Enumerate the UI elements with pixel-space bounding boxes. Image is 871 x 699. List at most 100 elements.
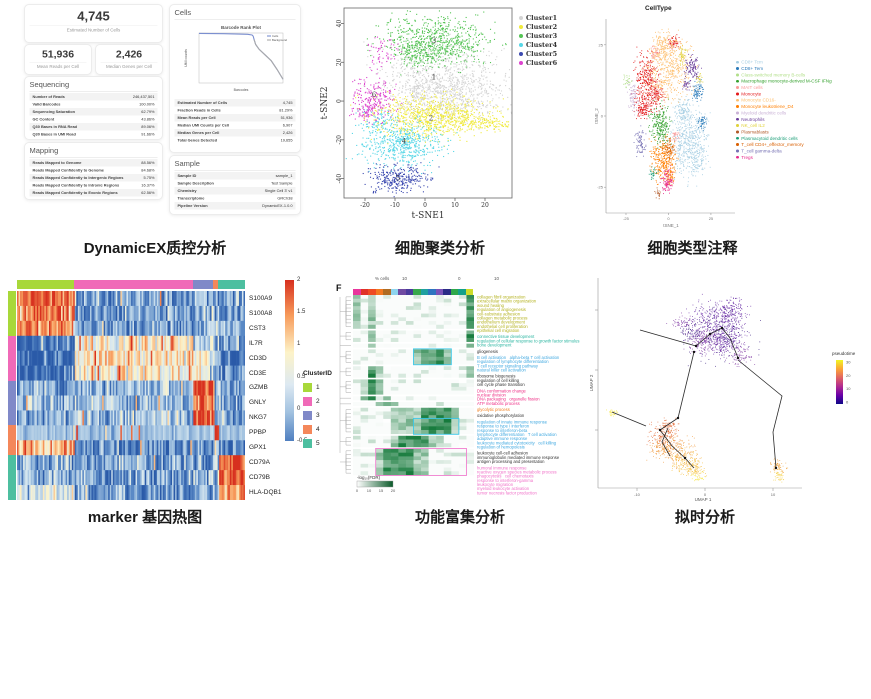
go-term: extracellular matrix organization [477,298,537,304]
metric-row: GC Content 43.86% [30,116,158,124]
metric-row: Total Genes Detected 19,655 [175,137,296,145]
celltype-legend-item: T_cell CD4+_effector_memory [736,141,871,147]
go-term: regulation of angiogenesis [477,307,526,313]
legend-item-cluster2: Cluster2 [519,22,557,31]
clusterid-label: 4 [316,425,320,433]
cluster-tsne-plot [318,0,558,230]
go-term: myeloid leukocyte activation [477,486,530,492]
go-term: gliogenesis [477,348,498,354]
legend-dot [736,117,739,121]
go-term: collagen metabolic process [477,315,528,321]
metric-row: Q30 Bases in RNA Read 89.06% [29,123,158,131]
legend-dot [736,130,739,134]
metric-label: Pipeline Version [177,203,208,209]
metric-value: 246,437,501 [132,94,155,100]
go-term: leukocyte migration [477,482,514,487]
celltype-legend-item: Monocyte leukotriene_D4 [736,103,871,109]
enrichment-annotation-segment [465,289,473,296]
celltype-legend-item: Plasmablasts [736,129,871,135]
metric-row: Reads Mapped Confidently to Intergenic R… [29,174,158,182]
legend-label: Myeloid dendritic cells [741,110,787,116]
pseudotime-caption: 拟时分析 [674,509,735,526]
gene-label: GNLY [249,399,267,407]
enrichment-annotation-segment [458,289,466,296]
enrichment-annotation-segment [413,289,421,296]
metric-value: DynamicEX-1.0.0 [262,203,293,209]
cluster-legend: Cluster1 Cluster2 Cluster3 Cluster4 Cluster5… [519,13,557,67]
gene-label: CD79B [249,474,270,482]
metric-value: Single Cell 3' v1 [264,188,293,194]
legend-label: Tregs [741,154,753,160]
go-term: epithelial cell migration [477,328,520,333]
go-term: bone development [477,342,512,348]
sequencing-title: Sequencing [29,81,158,92]
legend-dot [736,149,739,153]
go-term: leukocyte mediated cytotoxicity cell kil… [477,440,557,446]
go-term: cell cycle phase transition [477,382,525,388]
heatmap-caption: marker 基因热图 [87,509,203,526]
go-term-group: humoral immune response reactive oxygen s… [477,466,590,496]
enrichment-annotation-segment [375,289,383,296]
sample-title: Sample [174,160,296,171]
metric-value: 62.56% [141,190,155,196]
metric-row: Reads Mapped to Genome 88.56% [29,159,158,167]
go-term-group: connective tissue development regulation … [477,334,590,348]
mapping-title: Mapping [29,147,158,158]
enrichment-header: % cells 10 0 10 [352,276,512,286]
go-term: endothelium development [477,319,525,325]
legend-label: Cluster2 [526,22,558,31]
go-term: regulation of innate immune response [477,419,548,425]
celltype-legend-item: Tregs [736,154,871,160]
colorbar-tick: 0.5 [297,373,306,380]
celltype-legend-item: Neutrophils [736,116,871,122]
cluster-caption: 细胞聚类分析 [394,240,485,257]
metric-label: Transcriptome [177,196,205,201]
legend-label: T_cell gamma-delta [741,148,782,154]
go-term-labels: collagen fibril organization extracellula… [477,295,590,699]
metric-value: Test Sample [271,181,293,186]
enrichment-annotation-segment [443,289,451,296]
celltype-legend-item: Plasmacytoid dendritic cells [736,135,871,141]
legend-label: Monocyte CD16- [741,97,776,103]
gene-label: GZMB [249,384,268,392]
header-tick: 0 [458,276,461,281]
go-term: T cell receptor signaling pathway [477,363,538,369]
enrichment-annotation-segment [420,289,428,296]
go-term-group: oxidative phosphorylation [477,413,590,417]
celltype-legend-item: CD8+ Tcm [736,59,871,65]
go-term: immunoglobulin mediated immune response [477,454,560,460]
report-page: { "captions": { "qc": "DynamicEX质控分析", "… [8,0,871,526]
top-annotation-segment [213,280,218,289]
metric-label: Sequencing Saturation [32,109,75,115]
row-annotation-segment [8,425,16,456]
celltype-legend-item: NK_cell IL2 [736,122,871,128]
pseudotime-plot [590,270,871,502]
metric-value: 91.66% [141,132,155,137]
metric-label: Reads Mapped Confidently to Intergenic R… [32,175,124,181]
qc-caption: DynamicEX质控分析 [83,240,227,257]
mean-reads-card: 51,936 Mean Reads per Cell [24,44,92,75]
legend-dot [736,86,739,89]
sequencing-card: Sequencing Number of Reads 246,437,501 Val… [24,76,163,140]
go-term: response to interferon-gamma [477,477,534,483]
metric-row: Fraction Reads in Cells 81.29% [175,107,296,115]
legend-dot [736,105,739,108]
go-term: regulation of cell killing [477,377,520,383]
legend-label: Plasmacytoid dendritic cells [741,135,798,141]
clusterid-item: 1 [303,380,332,394]
legend-dot [736,92,739,96]
legend-label: Cluster5 [526,49,558,58]
go-term: response to interferon-beta [477,427,528,433]
celltype-legend-item: CD8+ Tem [736,65,871,71]
metric-value: 16.37% [141,183,155,188]
enrichment-annotation-segment [428,289,436,296]
metric-value: 5.75% [143,175,155,181]
legend-dot [519,24,523,29]
metric-value: 81.29% [279,108,293,113]
go-term: endothelial cell proliferation [477,323,528,329]
clusterid-label: 5 [316,439,320,447]
row-annotation-segment [8,335,16,381]
enrichment-annotation-segment [450,289,458,296]
gene-label: NKG7 [249,414,267,422]
go-term: collagen fibril organization [477,294,526,300]
